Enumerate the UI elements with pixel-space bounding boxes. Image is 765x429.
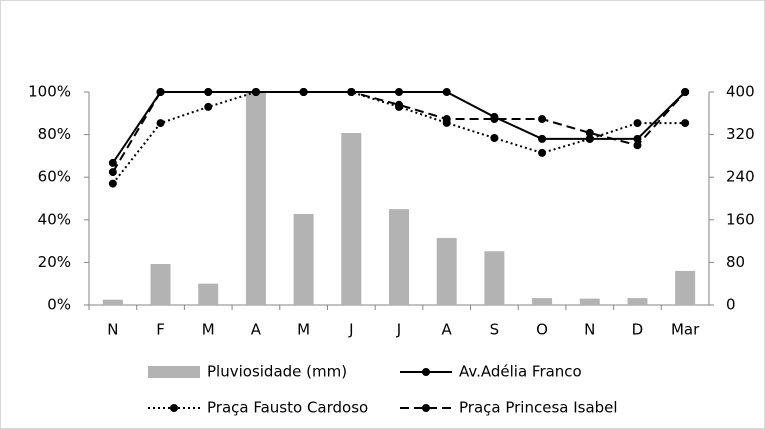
point: [204, 88, 213, 96]
x-tick-label: F: [156, 321, 165, 339]
point: [538, 148, 547, 157]
bar: [293, 213, 314, 305]
point: [442, 88, 451, 96]
point: [347, 88, 356, 96]
point: [490, 115, 499, 124]
legend-label: Praça Fausto Cardoso: [207, 399, 368, 417]
y2-tick-label: 160: [726, 210, 755, 228]
bar: [484, 251, 505, 305]
point: [108, 168, 117, 177]
y2-tick-label: 0: [726, 296, 736, 314]
point: [251, 88, 260, 96]
point: [681, 88, 690, 96]
point: [633, 119, 642, 128]
y-tick-label: 80%: [38, 125, 71, 143]
x-tick-label: J: [348, 321, 353, 339]
point: [442, 115, 451, 124]
x-tick-label: N: [107, 321, 118, 339]
y2-tick-label: 400: [726, 83, 755, 101]
bar: [245, 92, 266, 305]
point: [538, 134, 547, 143]
x-tick-label: D: [632, 321, 644, 339]
point: [108, 179, 117, 188]
y-tick-label: 0%: [47, 296, 71, 314]
x-tick-label: A: [442, 321, 453, 339]
bar: [532, 298, 553, 305]
x-tick-label: M: [202, 321, 215, 339]
bar: [341, 133, 362, 305]
point: [204, 102, 213, 111]
point: [585, 128, 594, 137]
x-tick-label: N: [584, 321, 595, 339]
point: [681, 119, 690, 128]
point: [299, 88, 308, 96]
point: [395, 88, 403, 96]
point: [633, 134, 642, 143]
legend-swatch: [148, 366, 200, 378]
legend-marker: [422, 404, 430, 412]
bar: [436, 237, 457, 305]
bar: [675, 270, 696, 305]
legend-label: Pluviosidade (mm): [207, 363, 347, 381]
point: [585, 134, 594, 143]
x-tick-label: M: [297, 321, 310, 339]
y-tick-label: 100%: [28, 83, 71, 101]
legend-label: Praça Princesa Isabel: [459, 399, 618, 417]
point: [538, 115, 547, 124]
point: [108, 158, 117, 167]
point: [633, 141, 642, 150]
point: [156, 88, 165, 96]
x-tick-label: J: [396, 321, 401, 339]
y-tick-label: 40%: [38, 210, 71, 228]
bar: [102, 299, 123, 305]
legend-marker: [170, 404, 178, 412]
y-tick-label: 20%: [38, 253, 71, 271]
legend-marker: [422, 368, 430, 376]
bar: [627, 298, 648, 305]
y2-tick-label: 240: [726, 168, 755, 186]
bar: [389, 209, 409, 305]
bar: [198, 283, 219, 305]
x-tick-label: O: [536, 321, 548, 339]
y-tick-label: 60%: [38, 168, 71, 186]
y2-tick-label: 320: [726, 125, 755, 143]
point: [395, 100, 403, 109]
legend-label: Av.Adélia Franco: [459, 363, 582, 381]
point: [490, 134, 499, 143]
x-tick-label: Mar: [671, 321, 700, 339]
x-tick-label: S: [490, 321, 500, 339]
bar: [579, 298, 600, 305]
point: [156, 119, 165, 128]
x-tick-label: A: [251, 321, 262, 339]
y2-tick-label: 80: [726, 253, 745, 271]
bar: [150, 263, 171, 305]
